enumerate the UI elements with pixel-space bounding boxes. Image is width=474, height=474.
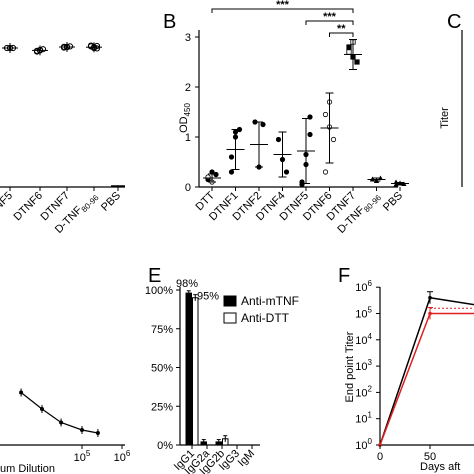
panel-d-point (59, 420, 64, 425)
panel-d-curve (20, 392, 99, 434)
panel-b-point (299, 181, 305, 188)
panel-b-point (260, 121, 266, 128)
panel-b-y-tick-label: 0 (185, 182, 191, 194)
panel-e-data-label: 98% (176, 278, 198, 290)
panel-e-legend-label: Anti-DTT (241, 311, 290, 325)
panel-f-y-tick-label: 103 (355, 358, 372, 373)
panel-b-significance-label: *** (276, 0, 290, 11)
panel-e-bar (192, 297, 199, 446)
panel-e-y-tick-label: 75% (151, 324, 173, 336)
panel-b-point (322, 169, 329, 175)
panel-b-point (346, 44, 352, 50)
panel-b-significance-bracket (329, 32, 354, 37)
panel-e-y-tick-label: 50% (151, 363, 173, 375)
panel-f-series-line (379, 312, 474, 446)
panel-f-x-label: Days aft (420, 461, 460, 473)
panel-b-point (354, 59, 360, 65)
panel-c-y-label: Titer (439, 107, 451, 129)
panel-b-point (275, 136, 282, 143)
panel-f-y-tick-label: 101 (355, 411, 372, 426)
panel-f-y-label: End point Titer (344, 331, 356, 402)
panel-b-point (228, 154, 235, 160)
panel-b-significance-bracket (305, 20, 354, 25)
panel-d-point (40, 407, 44, 411)
panel-b-point (307, 131, 313, 138)
panel-e-y-tick-label: 100% (145, 285, 173, 297)
panel-f-y-tick-label: 102 (355, 384, 372, 399)
panel-d-x-tick-label: 106 (114, 449, 131, 464)
panel-e-legend-swatch (223, 312, 237, 324)
panel-e-legend-swatch (223, 295, 237, 307)
panel-f-y-tick-label: 105 (355, 306, 372, 321)
panel-c-partial: C Titer (439, 11, 463, 187)
panel-d-point (19, 390, 24, 395)
panel-f-y-tick-label: 100 (355, 437, 372, 452)
panel-f-point (428, 311, 432, 316)
panel-b-point (346, 49, 352, 55)
panel-b-point (370, 176, 375, 181)
panel-f-y-tick-label: 106 (355, 279, 372, 294)
panel-d-x-tick-label: 105 (74, 449, 91, 464)
panel-d-point (80, 428, 84, 432)
panel-b-label: B (163, 11, 176, 33)
panel-f-x-tick-label: 0 (377, 451, 383, 463)
panel-b-point (228, 169, 235, 175)
panel-e-bar (185, 292, 192, 446)
panel-f-x-tick-label: 50 (424, 451, 436, 463)
panel-d-x-label: um Dilution (0, 463, 55, 474)
panel-b-point (322, 111, 329, 118)
panel-d-partial: 105 106 um Dilution (0, 388, 131, 474)
panel-b-significance-bracket (211, 8, 354, 13)
panel-e-data-label: 95% (197, 290, 219, 302)
panel-b-y-tick-label: 1 (185, 132, 191, 144)
panel-d-point (95, 431, 100, 435)
panel-f-point (428, 295, 432, 300)
panel-e: E 0%25%50%75%100% 98%95% IgG1IgG2aIgG2bI… (145, 265, 299, 474)
panel-b-significance-label: *** (323, 11, 337, 23)
panel-f-y-tick-label: 104 (355, 332, 372, 347)
panel-e-label: E (148, 265, 161, 287)
panel-f-label: F (338, 265, 350, 287)
panel-b-point (283, 169, 290, 175)
panel-b-x-tick-label: PBS (381, 190, 405, 214)
panel-e-x-tick-label: IgM (236, 448, 257, 469)
panel-a-x-tick-label: DTNF6 (12, 190, 46, 224)
panel-b-y-label: OD450 (178, 103, 192, 133)
panel-a-x-tick-label: PBS (99, 190, 123, 214)
panel-e-y-tick-label: 0% (157, 440, 173, 452)
panel-e-legend-label: Anti-mTNF (241, 294, 299, 308)
panel-b-point (205, 174, 211, 180)
panel-e-y-tick-label: 25% (151, 401, 173, 413)
panel-b-point (330, 136, 337, 143)
panel-c-label: C (447, 11, 461, 33)
panel-b-y-tick-label: 2 (185, 82, 191, 94)
panel-b-y-tick-label: 3 (185, 32, 191, 44)
panel-f: F End point Titer 100101102103104105106 … (338, 265, 474, 473)
panel-b-significance-label: ** (337, 23, 346, 35)
